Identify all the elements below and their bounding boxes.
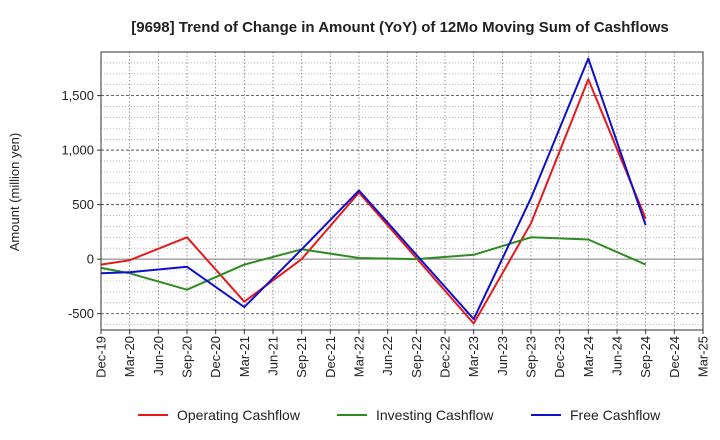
x-tick-label: Dec-22 xyxy=(438,336,453,378)
x-tick-label: Mar-21 xyxy=(237,336,252,377)
chart-title: [9698] Trend of Change in Amount (YoY) o… xyxy=(131,19,669,36)
x-tick-label: Jun-24 xyxy=(610,336,625,376)
series-layer xyxy=(100,57,647,325)
x-tick-label: Jun-23 xyxy=(495,336,510,376)
y-tick-label: 1,500 xyxy=(61,88,94,103)
x-tick-label: Dec-24 xyxy=(667,336,682,378)
grid-layer xyxy=(100,52,704,330)
x-tick-label: Dec-23 xyxy=(552,336,567,378)
y-tick-label: 0 xyxy=(87,252,94,267)
x-tick-label: Jun-21 xyxy=(266,336,281,376)
x-tick-label: Sep-21 xyxy=(294,336,309,378)
x-tick-label: Mar-22 xyxy=(352,336,367,377)
x-tick-label: Jun-20 xyxy=(151,336,166,376)
series-line-operating-cashflow xyxy=(100,78,647,325)
y-tick-label: 1,000 xyxy=(61,143,94,158)
series-line-investing-cashflow xyxy=(100,236,647,291)
x-tick-label: Sep-24 xyxy=(638,336,653,378)
x-tick-label: Mar-20 xyxy=(122,336,137,377)
x-tick-label: Dec-21 xyxy=(323,336,338,378)
x-tick-label: Sep-20 xyxy=(180,336,195,378)
x-tick-label: Mar-23 xyxy=(466,336,481,377)
legend-label: Operating Cashflow xyxy=(177,407,301,423)
x-tick-label: Sep-22 xyxy=(409,336,424,378)
x-tick-label: Dec-19 xyxy=(94,336,109,378)
x-tick-label: Dec-20 xyxy=(208,336,223,378)
y-axis-label: Amount (million yen) xyxy=(7,133,22,252)
x-tick-label: Jun-22 xyxy=(380,336,395,376)
legend-label: Investing Cashflow xyxy=(376,407,494,423)
series-line-free-cashflow xyxy=(100,57,647,321)
legend-label: Free Cashflow xyxy=(570,407,661,423)
x-tick-label: Sep-23 xyxy=(524,336,539,378)
legend: Operating Cashflow Investing Cashflow Free… xyxy=(138,407,661,423)
y-tick-label: -500 xyxy=(68,306,94,321)
x-tick-label: Mar-25 xyxy=(696,336,711,377)
tick-layer: -500 0 500 1,000 1,500 Dec-19 Mar-20 Jun-20 Sep-… xyxy=(61,88,710,378)
plot-frame xyxy=(100,51,704,331)
x-tick-label: Mar-24 xyxy=(581,336,596,377)
y-tick-label: 500 xyxy=(72,197,94,212)
